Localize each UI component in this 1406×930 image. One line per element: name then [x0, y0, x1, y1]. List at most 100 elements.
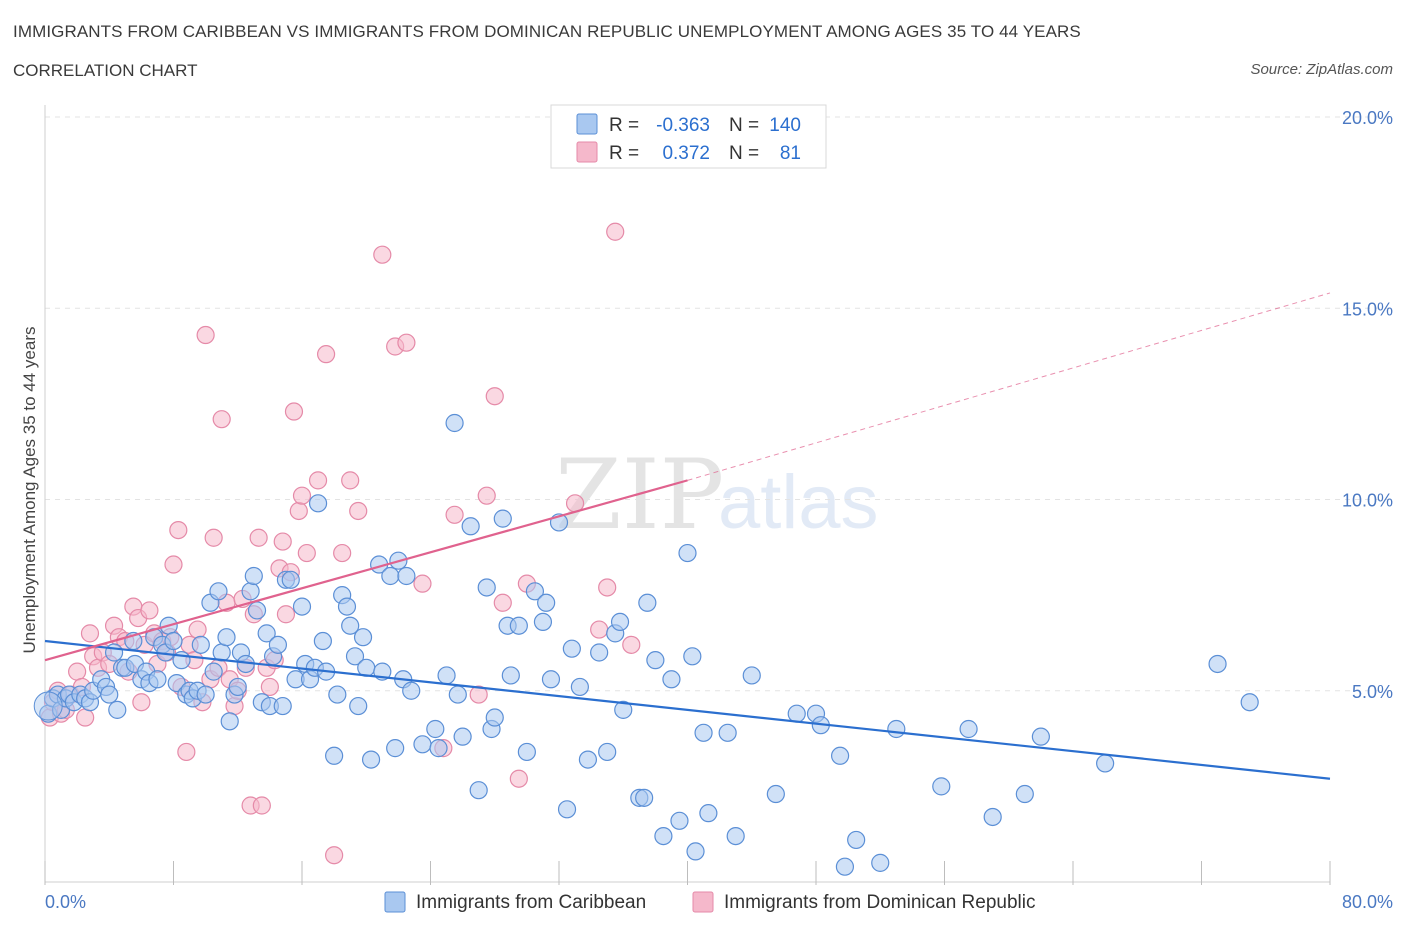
y-tick-label: 10.0% [1342, 491, 1393, 511]
caribbean-point [453, 727, 472, 746]
watermark-atlas: atlas [718, 460, 879, 545]
dominican-point [477, 486, 496, 505]
caribbean-point [1096, 754, 1115, 773]
y-tick-label: 5.0% [1352, 682, 1393, 702]
series-dominican-points [40, 222, 641, 865]
dominican-point [349, 501, 368, 521]
stats-n-value-dominican: 81 [780, 143, 801, 164]
stats-legend-swatch-caribbean [576, 113, 598, 135]
trend-line-caribbean [44, 639, 1331, 780]
dominican-point [164, 555, 183, 574]
caribbean-point [694, 723, 713, 742]
dominican-point [509, 769, 528, 788]
dominican-point [289, 501, 308, 521]
dominican-point [413, 574, 432, 593]
caribbean-point [662, 670, 681, 689]
legend-swatch-dominican [692, 891, 714, 913]
caribbean-point [1015, 784, 1034, 804]
caribbean-point [361, 750, 381, 769]
caribbean-point [830, 746, 850, 765]
caribbean-point [678, 543, 697, 563]
caribbean-point [429, 739, 448, 758]
caribbean-point [402, 681, 421, 700]
dominican-point [397, 333, 416, 352]
caribbean-point [670, 811, 689, 830]
caribbean-point [204, 662, 223, 681]
dominican-point [308, 471, 328, 490]
caribbean-point [683, 647, 702, 666]
caribbean-point [610, 612, 630, 632]
axes [44, 105, 1331, 885]
caribbean-point [313, 631, 332, 651]
trend-line-dominican-extension [687, 292, 1331, 481]
caribbean-point [1031, 727, 1050, 746]
chart-subtitle: CORRELATION CHART [13, 61, 198, 80]
caribbean-point [635, 788, 654, 807]
dominican-point [68, 662, 87, 681]
caribbean-point [699, 804, 718, 823]
stats-n-label-dominican: N = [729, 143, 759, 164]
caribbean-point [228, 677, 247, 697]
caribbean-point [646, 651, 665, 670]
caribbean-point [413, 735, 432, 754]
stats-r-value-dominican: 0.372 [662, 143, 710, 164]
caribbean-point [461, 517, 480, 536]
dominican-point [297, 543, 316, 563]
stats-legend: R = -0.363 N = 140 R = 0.372 N = 81 [550, 104, 827, 169]
dominican-point [76, 708, 95, 727]
stats-n-label-caribbean: N = [729, 115, 759, 136]
dominican-point [606, 222, 625, 241]
caribbean-point [164, 631, 183, 651]
caribbean-point [108, 700, 127, 719]
caribbean-point [469, 781, 488, 800]
dominican-point [292, 486, 312, 505]
caribbean-point [1240, 693, 1259, 712]
caribbean-point [533, 612, 553, 632]
stats-r-label-caribbean: R = [609, 115, 639, 136]
legend-label-caribbean: Immigrants from Caribbean [416, 892, 646, 913]
x-tick-min: 0.0% [45, 892, 86, 912]
dominican-point [333, 543, 352, 563]
caribbean-point [654, 826, 673, 846]
stats-legend-swatch-dominican [576, 141, 598, 163]
dominican-point [188, 620, 207, 639]
caribbean-point [570, 677, 589, 697]
dominican-point [284, 402, 304, 421]
dominican-point [169, 520, 188, 540]
caribbean-point [718, 723, 737, 742]
dominican-point [196, 325, 215, 345]
bottom-legend: Immigrants from Caribbean Immigrants fro… [384, 891, 1036, 913]
dominican-point [249, 528, 268, 547]
dominican-point [341, 471, 360, 490]
caribbean-point [726, 826, 745, 846]
y-tick-labels: 5.0% 10.0% 15.0% 20.0% [1342, 108, 1393, 702]
caribbean-point [148, 670, 167, 689]
trend-line-dominican [44, 479, 688, 662]
stats-n-value-caribbean: 140 [769, 115, 801, 136]
caribbean-point [835, 857, 855, 876]
stats-r-value-caribbean: -0.363 [656, 115, 710, 136]
caribbean-point [590, 643, 609, 662]
caribbean-point-cluster [33, 691, 63, 721]
caribbean-point [742, 666, 761, 685]
caribbean-point [501, 666, 520, 685]
caribbean-point [349, 696, 368, 716]
caribbean-point [325, 746, 344, 765]
caribbean-point [557, 800, 577, 819]
dominican-point [445, 505, 464, 524]
caribbean-point [1208, 654, 1227, 674]
caribbean-point [485, 708, 504, 727]
caribbean-point [397, 566, 416, 586]
caribbean-point [217, 628, 236, 647]
caribbean-point [328, 685, 347, 704]
dominican-point [325, 846, 344, 865]
caribbean-point [241, 582, 260, 601]
dominican-point [252, 796, 271, 815]
caribbean-point [477, 578, 496, 597]
caribbean-point [196, 685, 215, 704]
caribbean-point [614, 700, 633, 719]
caribbean-point [209, 582, 228, 601]
y-axis-title: Unemployment Among Ages 35 to 44 years [20, 327, 39, 654]
caribbean-point [247, 601, 267, 620]
watermark: ZIP atlas [555, 439, 879, 551]
